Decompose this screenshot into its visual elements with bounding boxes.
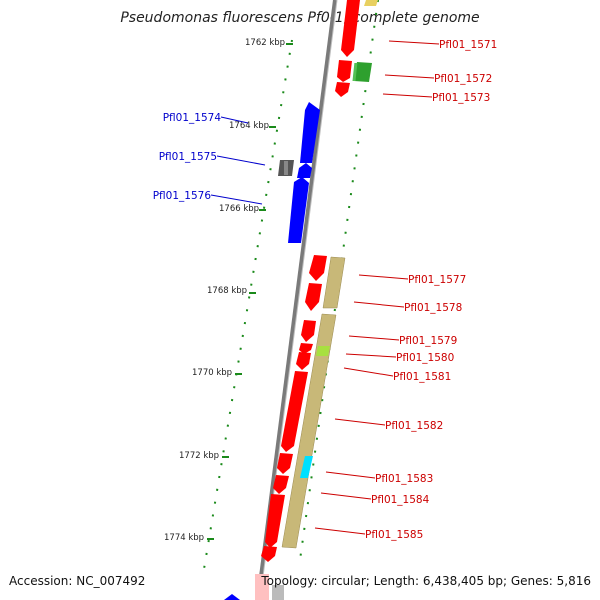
gene-arrow-1581	[296, 352, 311, 370]
gene-label[interactable]: Pfl01_1575	[159, 151, 217, 163]
gene-leader-line	[382, 93, 433, 98]
gene-leader-line	[314, 527, 366, 535]
kbp-label: 1762 kbp	[245, 38, 285, 48]
gene-leader-line	[345, 353, 397, 358]
gene-arrow-1583	[277, 453, 293, 474]
gene-label[interactable]: Pfl01_1582	[385, 420, 443, 432]
kbp-label: 1772 kbp	[179, 451, 219, 461]
gene-label[interactable]: Pfl01_1574	[163, 112, 222, 124]
light-green-feature	[316, 346, 330, 356]
gene-leader-line	[216, 155, 266, 166]
kbp-label: 1768 kbp	[207, 286, 247, 296]
gene-leader-line	[210, 194, 263, 205]
gene-arrow-1574	[300, 102, 320, 163]
gene-arrow-1572	[337, 60, 352, 82]
gene-label[interactable]: Pfl01_1573	[432, 92, 490, 104]
gene-label[interactable]: Pfl01_1571	[439, 39, 497, 51]
gene-label[interactable]: Pfl01_1576	[153, 190, 212, 202]
bottom-gray-fragment	[272, 585, 284, 600]
gene-label[interactable]: Pfl01_1572	[434, 73, 492, 85]
green-feature-1572-shade	[352, 63, 358, 81]
gene-arrow-1577	[309, 255, 327, 281]
gene-leader-line	[358, 274, 409, 280]
gene-leader-line	[343, 367, 394, 377]
gene-leader-line	[320, 492, 372, 500]
gene-label[interactable]: Pfl01_1581	[393, 371, 451, 383]
gene-label[interactable]: Pfl01_1583	[375, 473, 433, 485]
gene-arrow-1584	[273, 475, 289, 494]
cyan-feature	[300, 456, 313, 478]
gene-arrow-1578	[305, 283, 322, 311]
gray-feature-1575-shade	[284, 161, 288, 175]
gene-label[interactable]: Pfl01_1579	[399, 335, 457, 347]
gene-leader-line	[220, 116, 249, 124]
bottom-blue-fragment	[224, 594, 240, 600]
gene-arrow-1579	[301, 320, 316, 342]
gene-arrow-1575	[297, 163, 312, 178]
gene-arrow-1580	[299, 343, 313, 354]
gene-label[interactable]: Pfl01_1578	[404, 302, 462, 314]
gene-arrow-extra	[261, 546, 277, 562]
map-title: Pseudomonas fluorescens Pf0-1, complete …	[120, 10, 480, 26]
gene-label[interactable]: Pfl01_1577	[408, 274, 466, 286]
gene-label[interactable]: Pfl01_1585	[365, 529, 423, 541]
gene-leader-line	[388, 40, 440, 45]
gene-leader-line	[353, 301, 405, 308]
kbp-label: 1774 kbp	[164, 533, 204, 543]
bottom-pink-fragment	[255, 574, 269, 600]
khaki-track-lower	[281, 313, 337, 549]
gene-arrow-1582	[281, 371, 308, 452]
gene-arrow-1571	[341, 0, 360, 57]
kbp-label: 1770 kbp	[192, 368, 232, 378]
gene-label[interactable]: Pfl01_1580	[396, 352, 454, 364]
gene-arrow-1576	[288, 177, 309, 243]
gene-arrow-1573	[335, 82, 350, 97]
gene-leader-line	[384, 74, 435, 79]
accession-text: Accession: NC_007492	[9, 574, 146, 588]
gene-label[interactable]: Pfl01_1584	[371, 494, 430, 506]
gene-arrow-1585	[265, 494, 285, 548]
kbp-label: 1766 kbp	[219, 204, 259, 214]
yellow-feature	[364, 0, 378, 6]
gene-leader-line	[334, 418, 386, 426]
green-feature-1572	[354, 62, 372, 82]
gene-leader-line	[348, 335, 400, 341]
kbp-label: 1764 kbp	[229, 121, 269, 131]
khaki-track-upper	[322, 256, 346, 309]
genome-summary-text: Topology: circular; Length: 6,438,405 bp…	[261, 574, 591, 588]
gene-leader-line	[325, 471, 376, 479]
